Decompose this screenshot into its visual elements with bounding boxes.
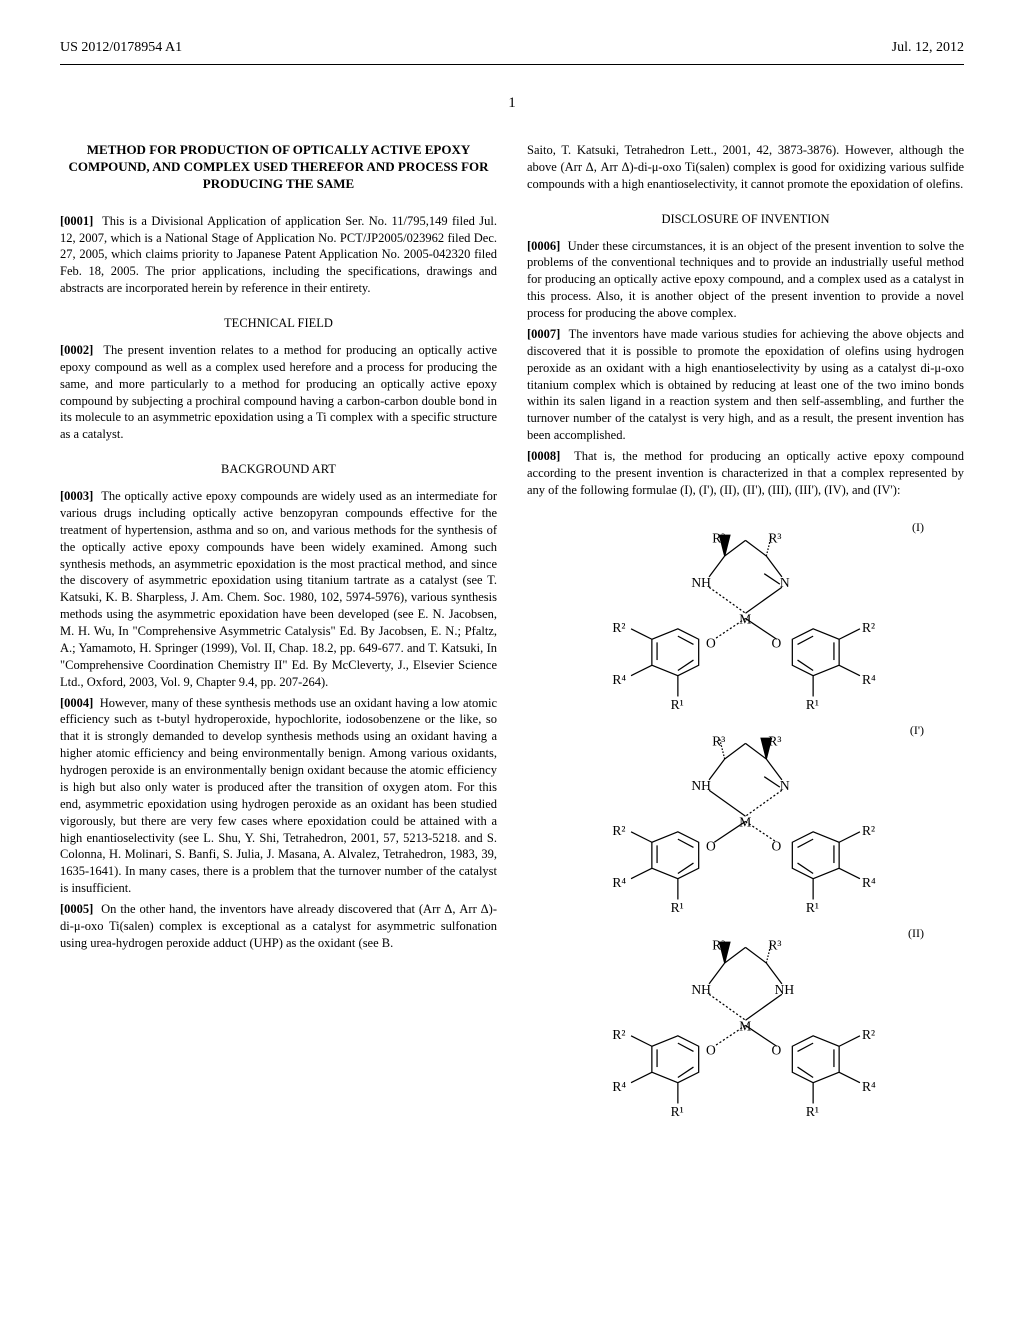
para-text-0002: The present invention relates to a metho… <box>60 343 497 441</box>
nh-label-l: NH <box>691 982 711 997</box>
formula-II-diagram: R³ R³ NH NH M O O R² R² R⁴ R⁴ R¹ R¹ <box>527 937 964 1124</box>
m-label: M <box>739 815 751 830</box>
r4-label-r: R⁴ <box>862 875 876 890</box>
r2-label-r: R² <box>862 823 875 838</box>
o-label-r: O <box>772 839 782 854</box>
r2-label-r: R² <box>862 1026 875 1041</box>
para-num-0006: [0006] <box>527 239 560 253</box>
para-text-0007: The inventors have made various studies … <box>527 327 964 442</box>
r2-label-l: R² <box>612 823 625 838</box>
paragraph-0004: [0004] However, many of these synthesis … <box>60 695 497 898</box>
r1-label-l: R¹ <box>671 900 684 915</box>
para-text-0003: The optically active epoxy compounds are… <box>60 489 497 689</box>
para-num-0007: [0007] <box>527 327 560 341</box>
r1-label-l: R¹ <box>671 1103 684 1118</box>
para-num-0005: [0005] <box>60 902 93 916</box>
r2-label-l: R² <box>612 620 625 635</box>
paragraph-0005: [0005] On the other hand, the inventors … <box>60 901 497 952</box>
m-label: M <box>739 1018 751 1033</box>
para-num-0004: [0004] <box>60 696 93 710</box>
para-num-0003: [0003] <box>60 489 93 503</box>
paragraph-0001: [0001] This is a Divisional Application … <box>60 213 497 297</box>
para-num-0002: [0002] <box>60 343 93 357</box>
para-num-0001: [0001] <box>60 214 93 228</box>
patent-page: US 2012/0178954 A1 Jul. 12, 2012 1 METHO… <box>0 0 1024 1169</box>
r4-label-r: R⁴ <box>862 672 876 687</box>
page-header: US 2012/0178954 A1 Jul. 12, 2012 <box>60 40 964 56</box>
section-technical-field: TECHNICAL FIELD <box>60 315 497 332</box>
n-label: N <box>780 575 790 590</box>
r1-label-r: R¹ <box>806 1103 819 1118</box>
o-label-l: O <box>706 839 716 854</box>
o-label-l: O <box>706 635 716 650</box>
nh-label-r: NH <box>775 982 795 997</box>
para-num-0008: [0008] <box>527 449 560 463</box>
publication-number: US 2012/0178954 A1 <box>60 40 182 56</box>
publication-date: Jul. 12, 2012 <box>892 40 964 56</box>
right-column: Saito, T. Katsuki, Tetrahedron Lett., 20… <box>527 142 964 1129</box>
para-text-0006: Under these circumstances, it is an obje… <box>527 239 964 321</box>
para-text-0005: On the other hand, the inventors have al… <box>60 902 497 950</box>
section-background-art: BACKGROUND ART <box>60 461 497 478</box>
r3-label: R³ <box>712 530 725 545</box>
chemical-formulae: (I) <box>527 519 964 1129</box>
formula-Iprime-diagram: R³ R³ NH N M O O R² R² R⁴ R⁴ R¹ R¹ <box>527 733 964 920</box>
r1-label-r: R¹ <box>806 900 819 915</box>
formula-I-diagram: R³ R³ NH N M O O R² R² R⁴ R⁴ R¹ R¹ <box>527 530 964 717</box>
paragraph-0002: [0002] The present invention relates to … <box>60 342 497 443</box>
document-title: METHOD FOR PRODUCTION OF OPTICALLY ACTIV… <box>60 142 497 193</box>
r3-label-b: R³ <box>768 734 781 749</box>
para-text-0001: This is a Divisional Application of appl… <box>60 214 497 296</box>
nh-label: NH <box>691 575 711 590</box>
r3-label: R³ <box>712 734 725 749</box>
r3-label-b: R³ <box>768 937 781 952</box>
section-disclosure: DISCLOSURE OF INVENTION <box>527 211 964 228</box>
o-label-r: O <box>772 635 782 650</box>
paragraph-0008: [0008] That is, the method for producing… <box>527 448 964 499</box>
r1-label-l: R¹ <box>671 697 684 712</box>
nh-label: NH <box>691 778 711 793</box>
r1-label-r: R¹ <box>806 697 819 712</box>
page-number: 1 <box>60 95 964 112</box>
r3-label-b: R³ <box>768 530 781 545</box>
n-label: N <box>780 778 790 793</box>
o-label-r: O <box>772 1042 782 1057</box>
para-text-0004: However, many of these synthesis methods… <box>60 696 497 896</box>
paragraph-0007: [0007] The inventors have made various s… <box>527 326 964 444</box>
r2-label-r: R² <box>862 620 875 635</box>
r4-label-r: R⁴ <box>862 1078 876 1093</box>
r3-label: R³ <box>712 937 725 952</box>
r4-label-l: R⁴ <box>612 875 626 890</box>
two-column-body: METHOD FOR PRODUCTION OF OPTICALLY ACTIV… <box>60 142 964 1129</box>
paragraph-0003: [0003] The optically active epoxy compou… <box>60 488 497 691</box>
m-label: M <box>739 611 751 626</box>
paragraph-0006: [0006] Under these circumstances, it is … <box>527 238 964 322</box>
header-rule <box>60 64 964 65</box>
left-column: METHOD FOR PRODUCTION OF OPTICALLY ACTIV… <box>60 142 497 1129</box>
r4-label-l: R⁴ <box>612 1078 626 1093</box>
r2-label-l: R² <box>612 1026 625 1041</box>
r4-label-l: R⁴ <box>612 672 626 687</box>
paragraph-0005-cont: Saito, T. Katsuki, Tetrahedron Lett., 20… <box>527 142 964 193</box>
para-text-0008: That is, the method for producing an opt… <box>527 449 964 497</box>
o-label-l: O <box>706 1042 716 1057</box>
